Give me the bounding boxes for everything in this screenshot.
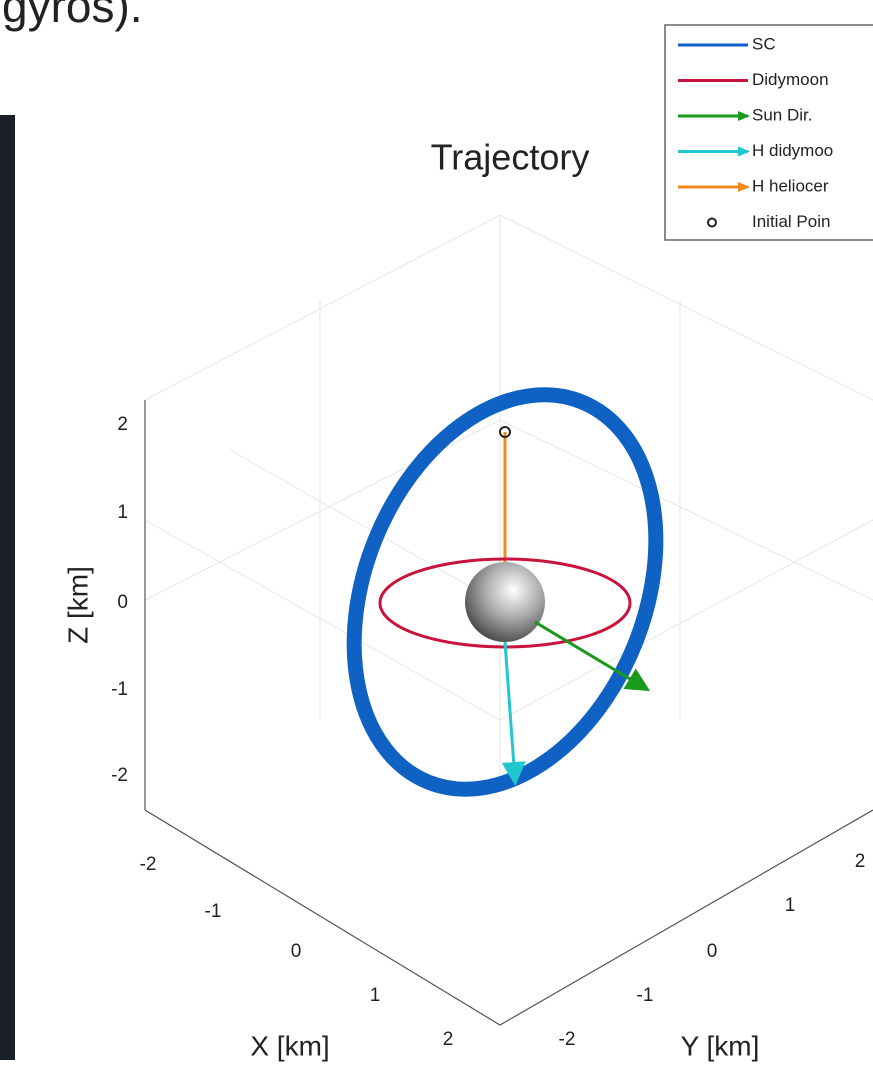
z-tick-label: -1	[111, 679, 128, 700]
legend-label: SC	[752, 34, 776, 53]
y-tick-label: -2	[559, 1029, 576, 1050]
y-tick-label: -1	[637, 985, 654, 1006]
plot-title: Trajectory	[431, 137, 590, 178]
legend-label: Sun Dir.	[752, 105, 812, 124]
z-tick-label: 1	[117, 502, 128, 523]
header-text: gyros).	[2, 0, 143, 32]
x-tick-label: -2	[140, 854, 157, 875]
legend-label: Initial Poin	[752, 212, 830, 231]
x-tick-label: 1	[370, 985, 381, 1006]
y-tick-label: 2	[855, 851, 866, 872]
legend: SC Didymoon Sun Dir. H didymoo H heliocer Ini…	[665, 25, 873, 240]
x-axis-label: X [km]	[250, 1030, 329, 1061]
h-didymoon-arrow	[505, 642, 515, 780]
legend-box	[665, 25, 873, 240]
legend-label: H heliocer	[752, 176, 829, 195]
z-tick-label: 2	[117, 414, 128, 435]
background-strip	[0, 115, 15, 1060]
ticks: 2 1 0 -1 -2 -2 -1 0 1 2 -2 -1 0 1 2	[111, 414, 865, 1050]
legend-label: Didymoon	[752, 70, 829, 89]
legend-label: H didymoo	[752, 141, 833, 160]
z-tick-label: -2	[111, 765, 128, 786]
y-axis-label: Y [km]	[681, 1030, 760, 1061]
slide: gyros). Trajectory SC Didymoon Sun Dir. H d…	[0, 0, 873, 1088]
asteroid	[465, 562, 545, 642]
y-tick-label: 0	[707, 941, 718, 962]
x-tick-label: 2	[443, 1029, 454, 1050]
z-axis-label: Z [km]	[62, 566, 93, 644]
page: gyros). Trajectory SC Didymoon Sun Dir. H d…	[0, 0, 873, 1088]
z-tick-label: 0	[117, 592, 128, 613]
x-tick-label: 0	[291, 941, 302, 962]
x-tick-label: -1	[205, 901, 222, 922]
y-tick-label: 1	[785, 895, 796, 916]
